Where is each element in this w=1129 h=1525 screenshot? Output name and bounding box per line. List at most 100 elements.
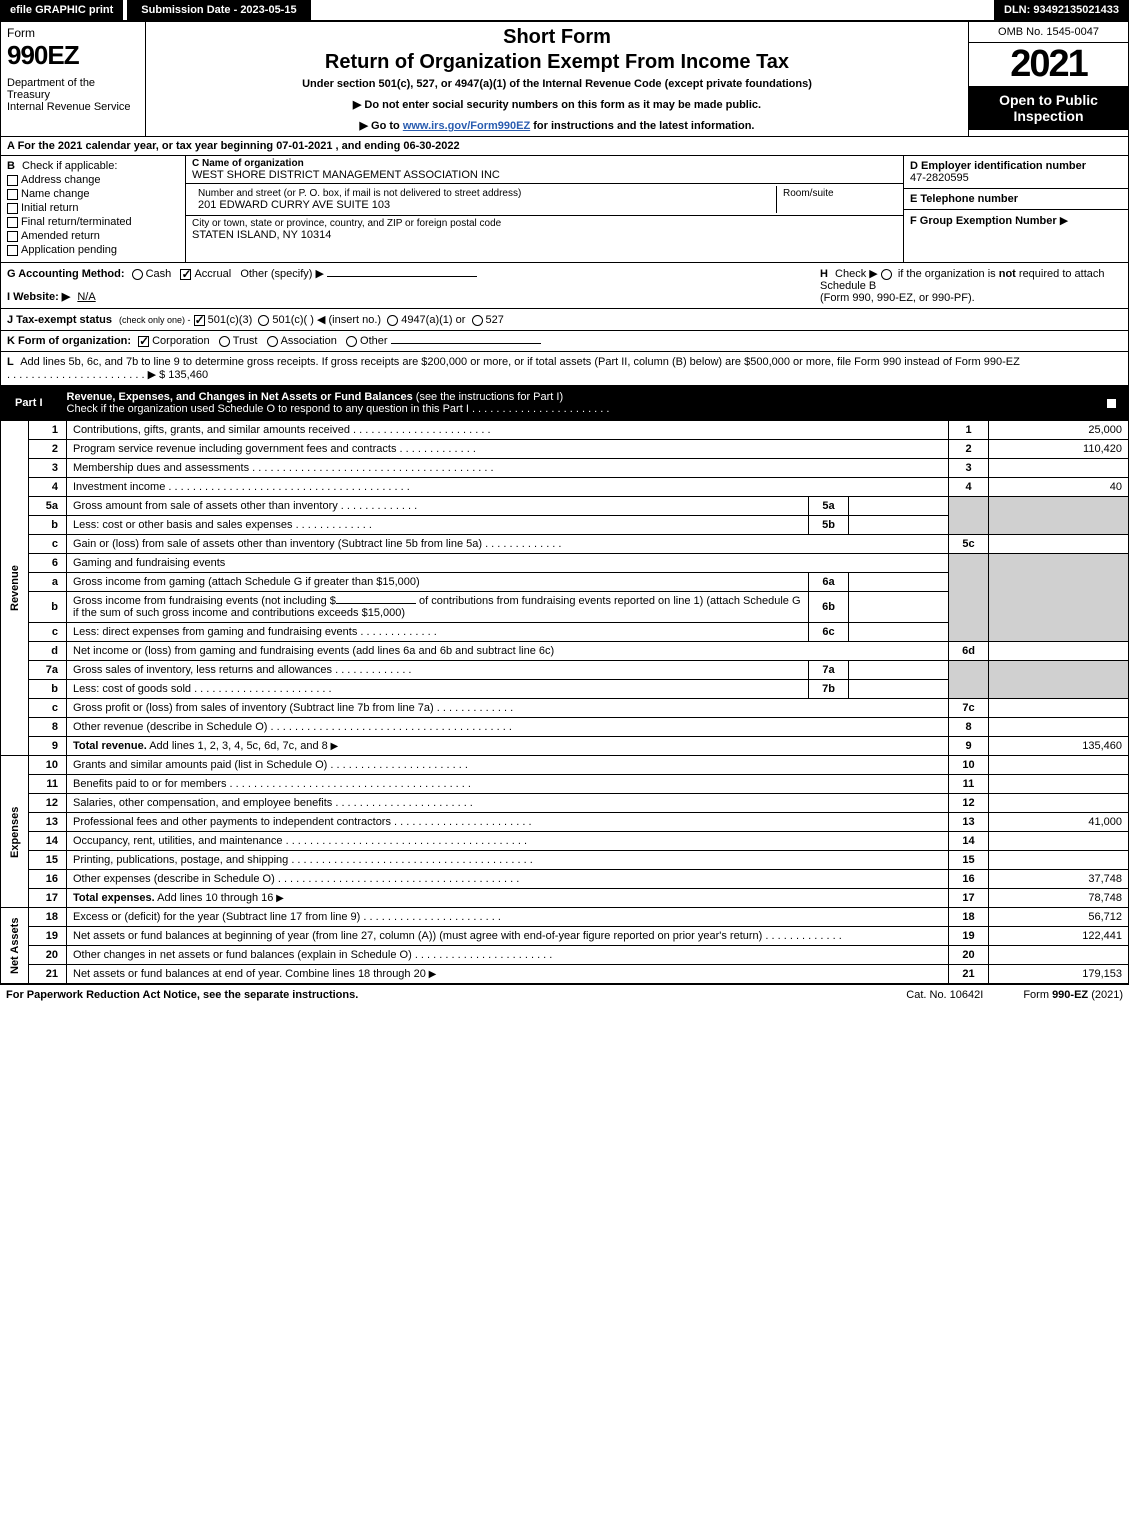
line-18-val: 56,712 [989, 908, 1129, 927]
line-6-num: 6 [29, 554, 67, 573]
title-return: Return of Organization Exempt From Incom… [152, 51, 962, 74]
group-exemption-label: F Group Exemption Number [910, 215, 1057, 227]
radio-h[interactable] [881, 269, 892, 280]
letter-l: L [7, 356, 14, 368]
line-4-box: 4 [949, 478, 989, 497]
line-9-desc2: Add lines 1, 2, 3, 4, 5c, 6d, 7c, and 8 [147, 740, 328, 752]
letter-b: B [7, 160, 15, 172]
line-19-desc: Net assets or fund balances at beginning… [73, 930, 762, 942]
line-5c-box: 5c [949, 535, 989, 554]
group-exemption-arrow: ▶ [1060, 215, 1068, 227]
chk-schedule-o[interactable] [1106, 398, 1117, 409]
chk-application-pending[interactable]: Application pending [7, 244, 179, 256]
line-8-val [989, 718, 1129, 737]
line-7b-sub: 7b [809, 680, 849, 699]
room-label: Room/suite [783, 188, 891, 199]
line-7c-val [989, 699, 1129, 718]
chk-address-change[interactable]: Address change [7, 174, 179, 186]
check-only-one: (check only one) - [119, 315, 191, 325]
chk-corporation[interactable] [138, 336, 149, 347]
shade-6 [949, 554, 989, 642]
form-number: 990EZ [7, 40, 139, 71]
line-21-desc: Net assets or fund balances at end of ye… [73, 968, 426, 980]
line-6b-sub: 6b [809, 592, 849, 623]
form-of-org-label: K Form of organization: [7, 335, 131, 347]
other-specify-line [327, 276, 477, 277]
chk-initial-return[interactable]: Initial return [7, 202, 179, 214]
line-3-num: 3 [29, 459, 67, 478]
website-label: I Website: ▶ [7, 291, 70, 303]
h-not: not [999, 268, 1016, 280]
dln: DLN: 93492135021433 [994, 0, 1129, 20]
line-9-desc: Total revenue. [73, 740, 147, 752]
chk-501c3[interactable] [194, 315, 205, 326]
line-12-val [989, 794, 1129, 813]
chk-final-return[interactable]: Final return/terminated [7, 216, 179, 228]
line-6a-desc: Gross income from gaming (attach Schedul… [73, 576, 420, 588]
row-gh: G Accounting Method: Cash Accrual Other … [0, 263, 1129, 309]
shade-7 [949, 661, 989, 699]
line-7a-sub: 7a [809, 661, 849, 680]
subtitle-ssn: ▶ Do not enter social security numbers o… [152, 98, 962, 111]
opt-527: 527 [486, 314, 504, 326]
radio-association[interactable] [267, 336, 278, 347]
line-6b-desc1: Gross income from fundraising events (no… [73, 595, 336, 607]
line-6b-subval [849, 592, 949, 623]
org-name: WEST SHORE DISTRICT MANAGEMENT ASSOCIATI… [192, 169, 897, 181]
efile-label: efile GRAPHIC print [0, 0, 123, 20]
chk-accrual[interactable] [180, 269, 191, 280]
chk-amended-return[interactable]: Amended return [7, 230, 179, 242]
footer-catno: Cat. No. 10642I [906, 989, 983, 1001]
line-13-box: 13 [949, 813, 989, 832]
radio-cash[interactable] [132, 269, 143, 280]
header-right: OMB No. 1545-0047 2021 Open to Public In… [968, 22, 1128, 136]
chk-name-change[interactable]: Name change [7, 188, 179, 200]
city-value: STATEN ISLAND, NY 10314 [192, 229, 897, 241]
line-10-box: 10 [949, 756, 989, 775]
line-6a-subval [849, 573, 949, 592]
row-k: K Form of organization: Corporation Trus… [0, 331, 1129, 352]
line-13-desc: Professional fees and other payments to … [73, 816, 391, 828]
line-10-num: 10 [29, 756, 67, 775]
insert-no: ◀ (insert no.) [317, 314, 381, 326]
line-6d-val [989, 642, 1129, 661]
irs-link[interactable]: www.irs.gov/Form990EZ [403, 120, 530, 132]
line-6b-num: b [29, 592, 67, 623]
ein-value: 47-2820595 [910, 172, 1122, 184]
row-l: L Add lines 5b, 6c, and 7b to line 9 to … [0, 352, 1129, 386]
part-1-title: Revenue, Expenses, and Changes in Net As… [67, 391, 413, 403]
dept-treasury: Department of the Treasury [7, 77, 139, 101]
ein-label: D Employer identification number [910, 160, 1122, 172]
part-1-header: Part I Revenue, Expenses, and Changes in… [0, 386, 1129, 420]
goto-pre: ▶ Go to [360, 120, 403, 132]
letter-h: H [820, 268, 828, 280]
line-17-desc2: Add lines 10 through 16 [155, 892, 274, 904]
line-16-val: 37,748 [989, 870, 1129, 889]
line-15-desc: Printing, publications, postage, and shi… [73, 854, 288, 866]
line-17-val: 78,748 [989, 889, 1129, 908]
form-word: Form [7, 26, 35, 40]
line-7b-desc: Less: cost of goods sold [73, 683, 191, 695]
footer-paperwork: For Paperwork Reduction Act Notice, see … [6, 989, 866, 1001]
line-9-box: 9 [949, 737, 989, 756]
radio-4947[interactable] [387, 315, 398, 326]
line-21-val: 179,153 [989, 965, 1129, 984]
header-left: Form 990EZ Department of the Treasury In… [1, 22, 146, 136]
tax-year: 2021 [969, 43, 1128, 86]
radio-other-org[interactable] [346, 336, 357, 347]
radio-501c[interactable] [258, 315, 269, 326]
line-11-desc: Benefits paid to or for members [73, 778, 226, 790]
col-c: C Name of organization WEST SHORE DISTRI… [186, 156, 903, 262]
line-15-val [989, 851, 1129, 870]
line-4-num: 4 [29, 478, 67, 497]
line-8-desc: Other revenue (describe in Schedule O) [73, 721, 267, 733]
street-label: Number and street (or P. O. box, if mail… [198, 188, 770, 199]
row-l-text: Add lines 5b, 6c, and 7b to line 9 to de… [20, 356, 1020, 368]
line-14-val [989, 832, 1129, 851]
col-def: D Employer identification number 47-2820… [903, 156, 1128, 262]
radio-527[interactable] [472, 315, 483, 326]
radio-trust[interactable] [219, 336, 230, 347]
line-6c-sub: 6c [809, 623, 849, 642]
line-20-box: 20 [949, 946, 989, 965]
line-3-box: 3 [949, 459, 989, 478]
